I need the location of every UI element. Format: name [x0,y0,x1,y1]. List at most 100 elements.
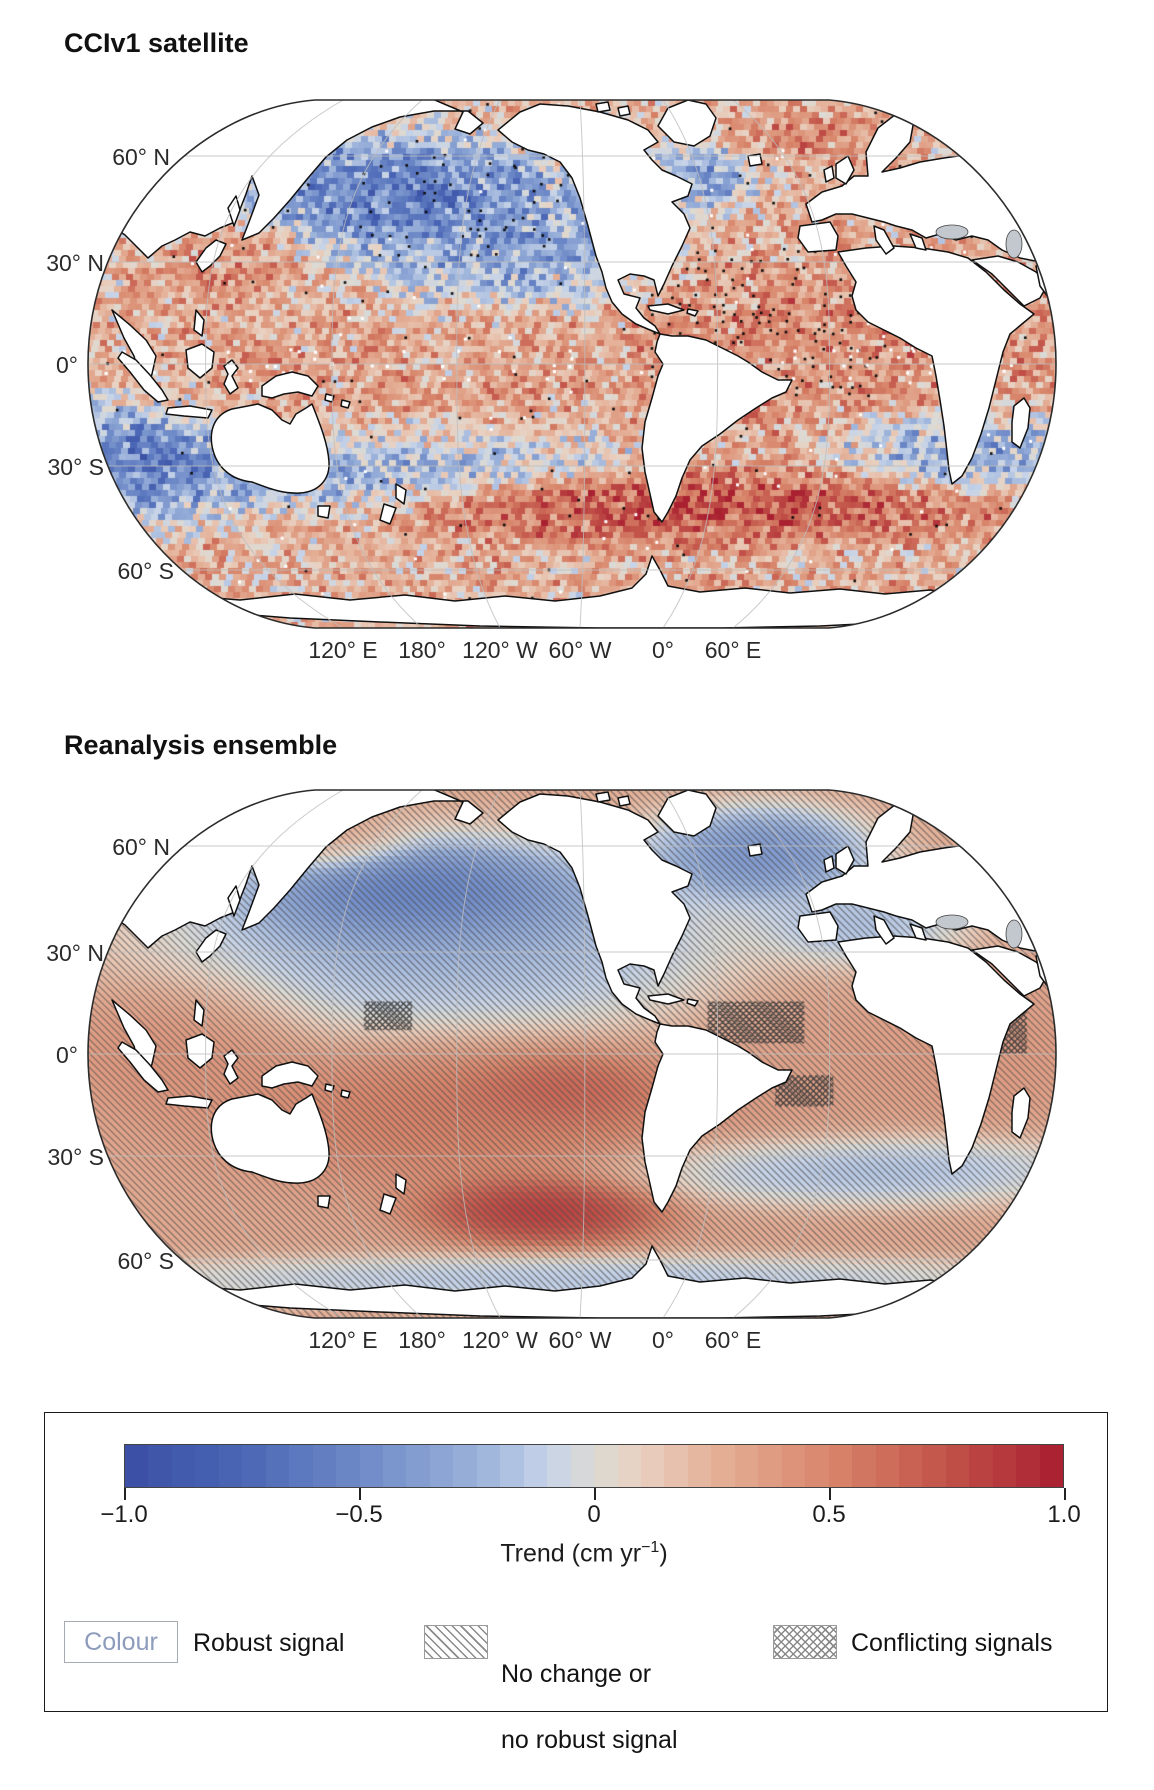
landmass [317,505,331,519]
colorbar-segment [687,1445,712,1487]
lon-tick-label: 60° W [549,637,612,663]
colorbar-segment [171,1445,196,1487]
landmass [823,855,835,873]
cross-hatch-key-chip [773,1625,837,1659]
landmass [1011,397,1031,449]
colorbar-segment [734,1445,759,1487]
colorbar-segment [922,1445,946,1487]
colorbar-segment [453,1445,477,1487]
landmass [261,1061,319,1089]
colorbar-segment [429,1445,454,1487]
inland-sea [1005,229,1023,259]
landmass [617,795,631,807]
continents [94,790,1056,1318]
colorbar-segment [125,1445,149,1487]
colour-key-chip: Colour [64,1621,178,1663]
landmass [317,1195,331,1209]
lon-tick-label: 60° E [705,637,762,663]
landmass [94,100,484,259]
colorbar-segment [711,1445,735,1487]
landmass [497,793,693,1025]
colorbar-tick-label: −0.5 [335,1501,383,1528]
colorbar-tick-label: −1.0 [100,1501,148,1528]
landmass [379,1193,397,1215]
landmass [686,308,699,317]
colorbar-segment [359,1445,383,1487]
landmass [223,1049,239,1085]
landmass [395,1173,407,1195]
lat-tick-label: 60° N [112,834,170,860]
legend-label-robust-signal: Robust signal [193,1629,345,1657]
lat-tick-label: 0° [56,1042,78,1068]
colorbar-segment [500,1445,524,1487]
inland-sea [935,914,969,930]
lon-tick-label: 180° [398,637,446,663]
lon-tick-label: 120° E [308,637,377,663]
lon-tick-label: 60° W [549,1327,612,1353]
landmass [595,101,611,113]
lon-tick-label: 0° [652,637,674,663]
lon-tick-label: 0° [652,1327,674,1353]
panel-title-satellite: CCIv1 satellite [64,28,249,58]
colorbar-tick [594,1488,596,1500]
landmass [686,998,699,1007]
landmass [595,791,611,803]
landmass [340,1089,351,1099]
landmass [873,225,895,255]
landmass [617,105,631,117]
inland-sea [1005,919,1023,949]
lat-tick-label: 60° N [112,144,170,170]
colorbar-segment [312,1445,337,1487]
landmass [340,399,351,409]
colour-key-chip-text: Colour [84,1627,158,1656]
lon-tick-label: 60° E [705,1327,762,1353]
landmass [837,245,1035,485]
landmass [165,1095,213,1109]
landmass [185,343,215,379]
colorbar-segment [640,1445,665,1487]
landmass [497,103,693,335]
colorbar-segment [195,1445,219,1487]
landmass [835,155,855,185]
map-outline [87,99,1057,629]
lat-tick-label: 60° S [117,1248,174,1274]
landmass [94,790,484,949]
colorbar-tick [1064,1488,1066,1500]
lat-tick-label: 0° [56,352,78,378]
trend-label-suffix: ) [659,1539,668,1568]
landmass [395,483,407,505]
landmass [657,790,717,837]
lon-tick-label: 120° W [462,637,538,663]
colorbar-segment [758,1445,782,1487]
trend-label-exponent: −1 [641,1539,660,1556]
colorbar-tick [829,1488,831,1500]
maps-overlay: 60° N 30° N 0° 30° S 60° S 120° E 180° 120° W 60… [46,99,1057,1353]
colorbar-segment [617,1445,641,1487]
lat-tick-label: 30° S [47,454,104,480]
colorbar-segment [875,1445,899,1487]
legend-label-no-change-line1: No change or [501,1660,652,1688]
lat-tick-label: 30° N [46,940,104,966]
colorbar-segment [1039,1445,1064,1487]
map-panel-satellite: 60° N 30° N 0° 30° S 60° S 120° E 180° 120° W 60… [46,99,1057,663]
continents [94,100,1056,628]
colorbar-segment [570,1445,595,1487]
lon-tick-label: 180° [398,1327,446,1353]
landmass [139,555,1006,628]
landmass [647,303,685,315]
lat-tick-label: 30° N [46,250,104,276]
colorbar-tick-label: 1.0 [1047,1501,1081,1528]
landmass [139,1245,1006,1318]
colorbar-segment [594,1445,618,1487]
landmass [873,915,895,945]
colorbar-segment [1016,1445,1040,1487]
legend-label-conflicting-signals: Conflicting signals [851,1629,1053,1657]
landmass [185,1033,215,1069]
colorbar-segment [242,1445,266,1487]
colorbar-segment [992,1445,1017,1487]
legend-label-no-change: No change or no robust signal [501,1625,678,1790]
map-panel-reanalysis: 60° N 30° N 0° 30° S 60° S 120° E 180° 120° W 60… [46,789,1057,1353]
lat-tick-label: 60° S [117,558,174,584]
colorbar-tick-label: 0.5 [812,1501,846,1528]
colorbar-segment [781,1445,806,1487]
